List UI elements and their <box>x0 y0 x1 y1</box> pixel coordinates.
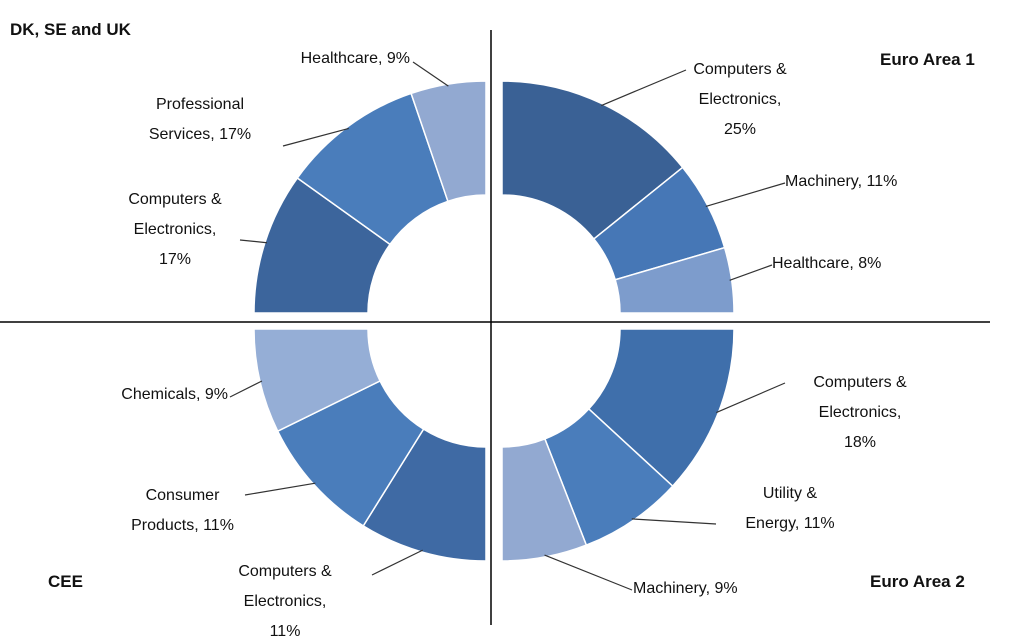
data-label: Computers & Electronics, 25% <box>693 61 787 138</box>
quadrant-title: Euro Area 2 <box>870 572 965 591</box>
data-label: Professional Services, 17% <box>148 96 252 143</box>
data-label: Machinery, 9% <box>633 580 738 597</box>
leader-line <box>244 482 316 496</box>
donut-segment <box>614 246 735 314</box>
quadrant-title: DK, SE and UK <box>10 20 131 39</box>
leader-line <box>729 264 773 281</box>
quadrant-title: CEE <box>48 572 83 591</box>
leader-line <box>716 382 786 414</box>
leader-line <box>239 239 268 244</box>
leader-line <box>371 549 423 576</box>
leader-line <box>229 380 263 398</box>
donut-segment <box>253 328 382 433</box>
leader-line <box>282 127 349 147</box>
data-label: Healthcare, 8% <box>772 255 882 272</box>
data-label: Consumer Products, 11% <box>131 487 234 534</box>
data-label: Machinery, 11% <box>785 173 898 190</box>
data-label: Computers & Electronics, 17% <box>128 191 222 268</box>
donut-segment <box>410 80 487 203</box>
donut-segment <box>501 437 588 562</box>
leader-line <box>705 182 786 207</box>
data-label: Healthcare, 9% <box>300 50 410 67</box>
data-label: Computers & Electronics, 11% <box>238 563 332 640</box>
leader-line <box>412 61 449 87</box>
data-label: Utility & Energy, 11% <box>745 485 835 532</box>
quadrant-title: Euro Area 1 <box>880 50 975 69</box>
data-label: Computers & Electronics, 18% <box>813 374 907 451</box>
leader-line <box>601 69 687 107</box>
donut-segment <box>501 80 684 241</box>
leader-line <box>631 518 717 525</box>
leader-line <box>544 554 633 591</box>
data-label: Chemicals, 9% <box>121 386 228 403</box>
